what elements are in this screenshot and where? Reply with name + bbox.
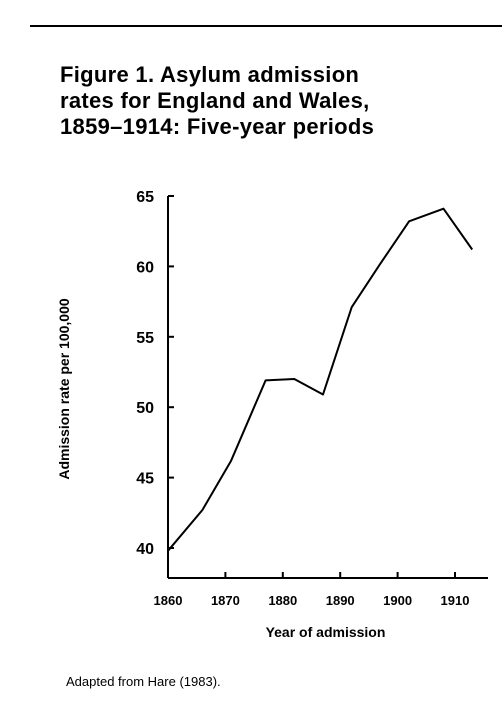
x-tick-label: 1900 bbox=[383, 593, 412, 608]
x-tick-label: 1910 bbox=[441, 593, 470, 608]
x-axis-label: Year of admission bbox=[266, 624, 386, 640]
figure-title-line-3: 1859–1914: Five-year periods bbox=[60, 114, 375, 139]
figure-title-line-1: Figure 1. Asylum admission bbox=[60, 62, 360, 87]
y-tick-label: 40 bbox=[136, 541, 154, 558]
y-tick-label: 45 bbox=[136, 471, 154, 488]
y-tick-label: 60 bbox=[136, 259, 154, 276]
chart-marks bbox=[167, 207, 474, 552]
y-tick-label: 65 bbox=[136, 189, 154, 206]
chart-axes bbox=[167, 196, 488, 579]
y-axis-label: Admission rate per 100,000 bbox=[56, 298, 72, 480]
y-tick-label: 55 bbox=[136, 330, 154, 347]
figure-title-line-2: rates for England and Wales, bbox=[60, 88, 370, 113]
top-rule bbox=[30, 25, 502, 27]
figure-title: Figure 1. Asylum admission rates for Eng… bbox=[60, 62, 490, 140]
x-tick-label: 1860 bbox=[154, 593, 183, 608]
x-tick-label: 1880 bbox=[268, 593, 297, 608]
y-tick-label: 50 bbox=[136, 400, 154, 417]
chart-ticks: 40 45 50 55 60 65 1860 1870 1880 1890 1900 1910 bbox=[136, 189, 469, 608]
x-tick-label: 1870 bbox=[211, 593, 240, 608]
series-line bbox=[167, 207, 474, 552]
source-note: Adapted from Hare (1983). bbox=[66, 674, 221, 689]
x-tick-label: 1890 bbox=[326, 593, 355, 608]
